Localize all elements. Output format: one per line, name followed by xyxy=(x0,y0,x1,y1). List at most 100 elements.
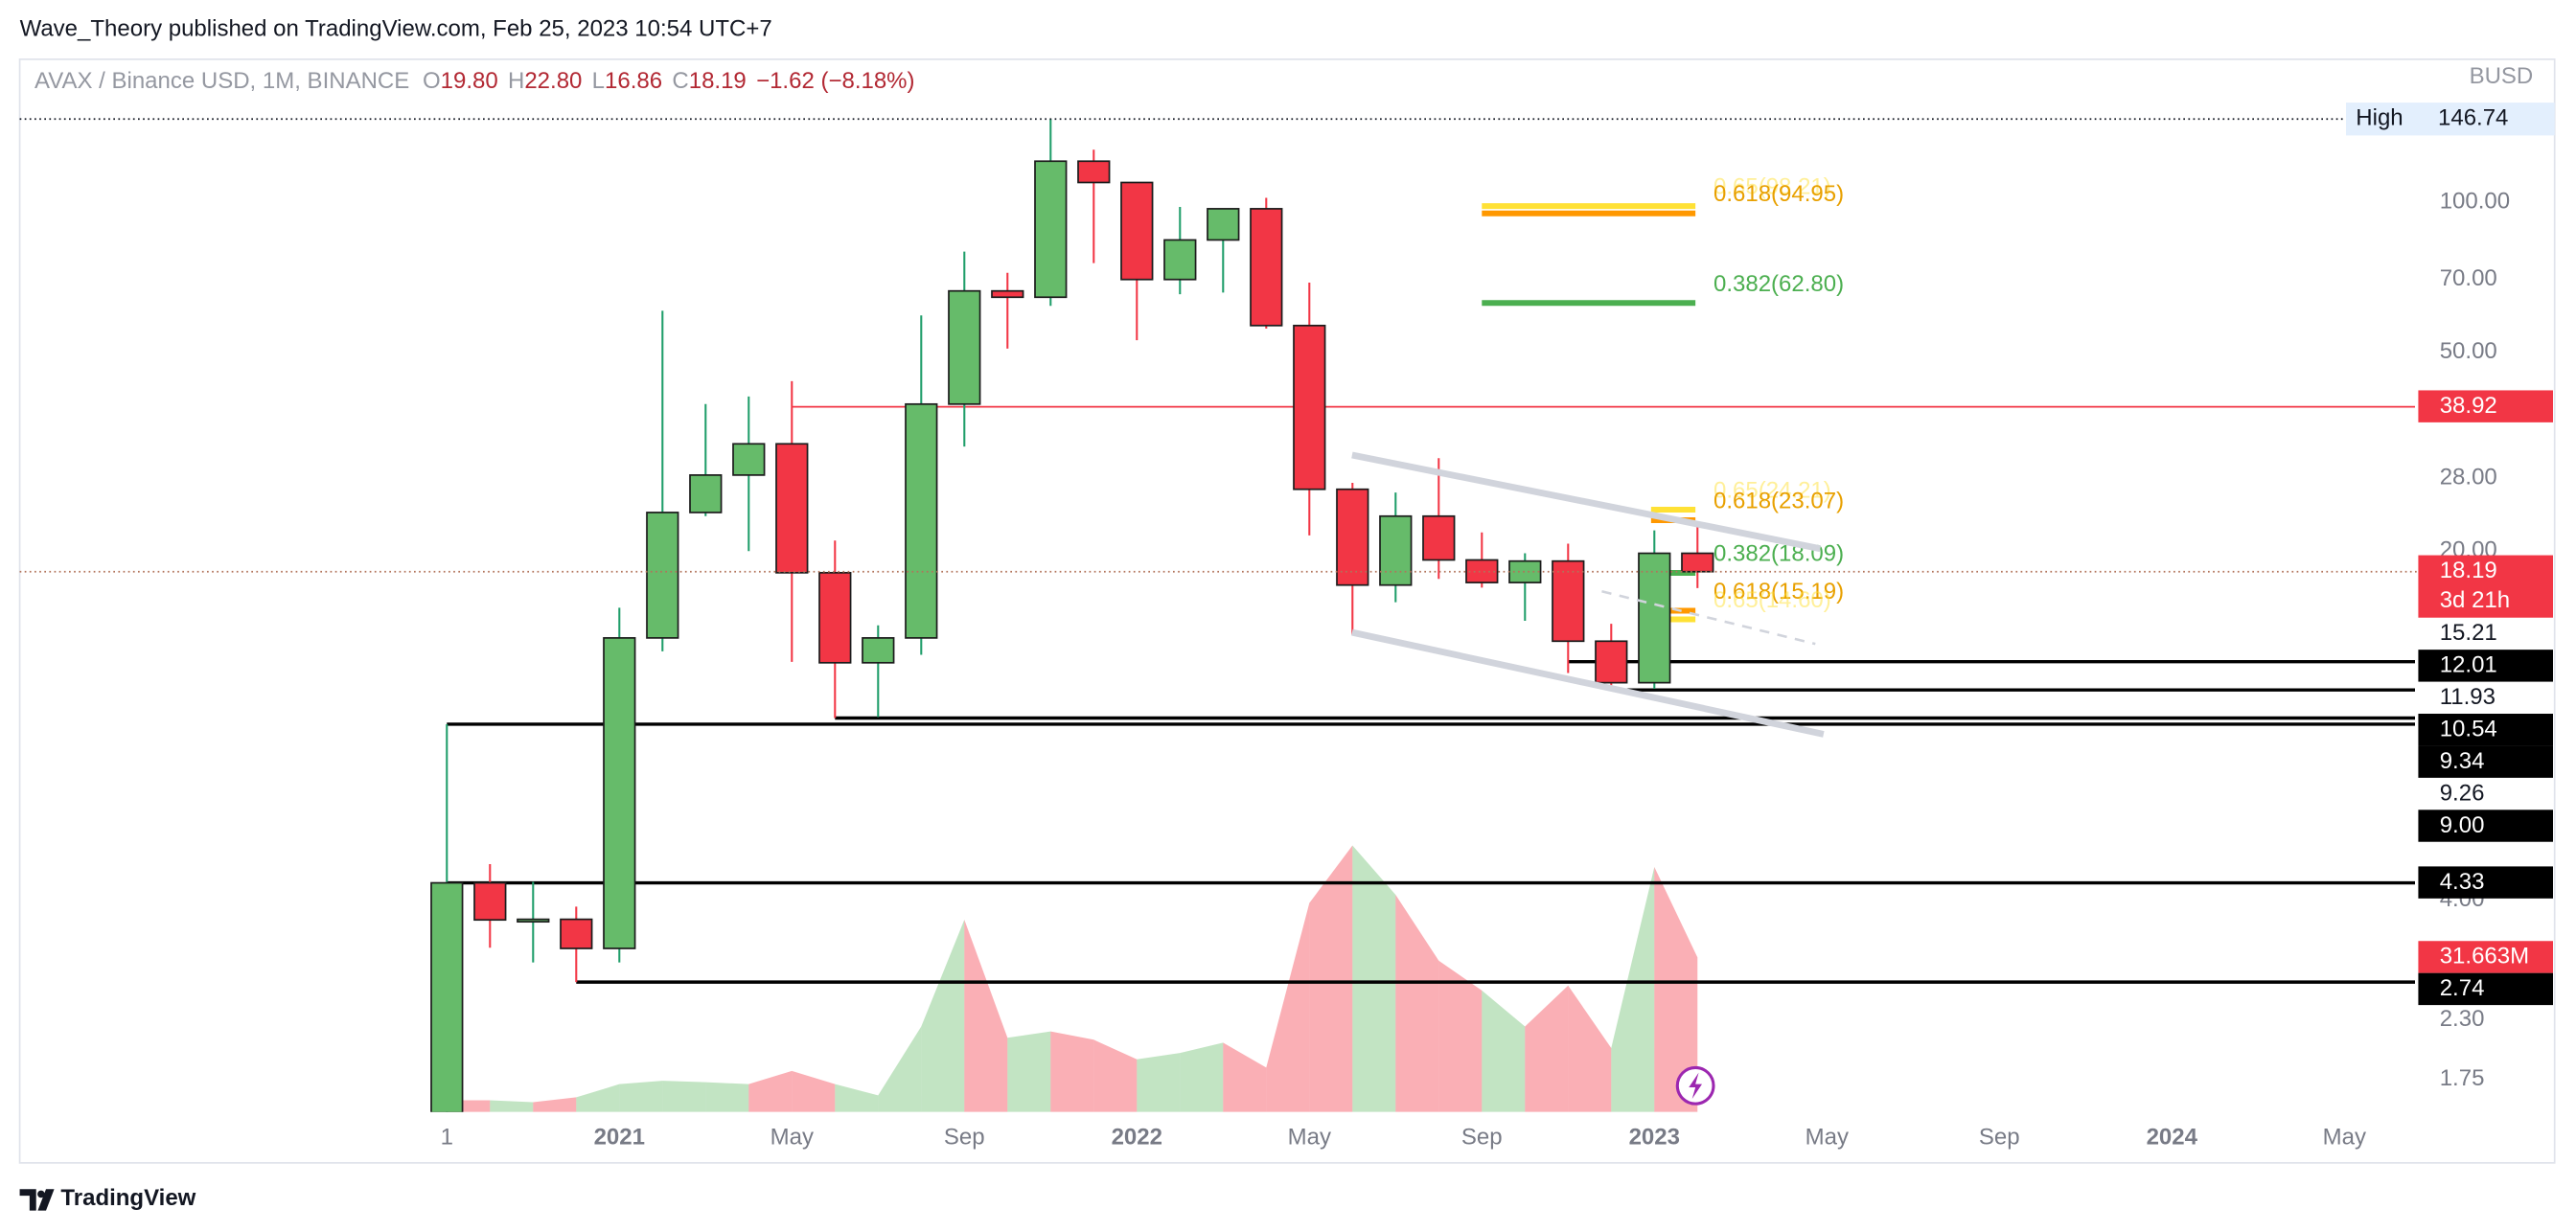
logo-v xyxy=(37,1189,55,1211)
symbol-legend: AVAX / Binance USD, 1M, BINANCE O19.80 H22… xyxy=(34,68,915,94)
candle-body xyxy=(1207,208,1240,241)
y-tick-label: 70.00 xyxy=(2440,265,2497,291)
fib-label: 0.382(18.09) xyxy=(1714,540,1844,566)
volume-area xyxy=(662,1081,706,1112)
candle-body xyxy=(1336,488,1369,586)
flash-bolt[interactable] xyxy=(1689,1072,1702,1099)
high-value: 146.74 xyxy=(2438,105,2508,131)
candle-body xyxy=(603,637,636,949)
price-level-label: 2.74 xyxy=(2440,975,2485,1001)
x-tick-label: Sep xyxy=(1979,1124,2020,1150)
channel-lower xyxy=(1351,628,1825,738)
price-level-label: 11.93 xyxy=(2440,684,2496,710)
volume-area xyxy=(1180,1042,1224,1112)
candle-body xyxy=(991,289,1024,299)
ohlc-key: O xyxy=(423,68,441,94)
candle-body xyxy=(905,402,938,639)
candle-body xyxy=(473,881,507,922)
plot-area: 0.65(98.21)0.618(94.95) 0.382(62.80) 0.65(… xyxy=(430,119,2415,1112)
y-tick-label: 28.00 xyxy=(2440,464,2497,490)
volume-area xyxy=(533,1097,577,1112)
fib-label: 0.382(62.80) xyxy=(1714,271,1844,297)
ohlc-value: 22.80 xyxy=(524,68,582,94)
price-level-label: 4.33 xyxy=(2440,869,2485,895)
volume-area xyxy=(1568,985,1612,1112)
price-level-label: 12.01 xyxy=(2440,652,2497,678)
volume-area xyxy=(1093,1039,1138,1112)
volume-area xyxy=(878,1026,922,1112)
published-line: Wave_Theory published on TradingView.com… xyxy=(20,15,772,41)
candle-body xyxy=(1163,239,1197,281)
fib-label: 0.618(94.95) xyxy=(1714,181,1844,207)
price-level-label: 38.92 xyxy=(2440,393,2497,419)
candle-body xyxy=(1638,552,1671,684)
price-level-label: 9.34 xyxy=(2440,748,2485,774)
price-level-box xyxy=(2418,745,2553,778)
volume-area xyxy=(792,1070,836,1112)
volume-area xyxy=(921,919,965,1112)
brand-name: TradingView xyxy=(60,1185,196,1211)
candle-body xyxy=(862,637,895,664)
chart-frame xyxy=(18,57,2556,1164)
x-tick-label: Sep xyxy=(944,1124,985,1150)
volume-area xyxy=(1654,866,1698,1112)
candle-body xyxy=(1465,559,1499,583)
x-tick-label: 2021 xyxy=(594,1124,645,1150)
candle-body xyxy=(1250,208,1283,327)
ohlc-key: L xyxy=(592,68,605,94)
price-level-box xyxy=(2418,866,2553,899)
candle-body xyxy=(732,443,766,476)
volume-box xyxy=(2418,941,2553,973)
x-tick-label: May xyxy=(1288,1124,1331,1150)
ohlc-value: 18.19 xyxy=(689,68,747,94)
y-tick-label: 100.00 xyxy=(2440,188,2510,214)
candle-body xyxy=(1077,160,1111,184)
candle-body xyxy=(1552,559,1585,643)
price-level-label: 15.21 xyxy=(2440,620,2497,646)
countdown-label: 3d 21h xyxy=(2440,587,2510,613)
y-tick-label: 50.00 xyxy=(2440,338,2497,364)
candle-body xyxy=(517,918,550,924)
logo-dot xyxy=(37,1190,45,1198)
fib-label: 0.65(24.21) xyxy=(1714,478,1831,504)
price-level-label: 9.00 xyxy=(2440,812,2485,838)
high-label: High xyxy=(2356,105,2403,131)
price-level-box xyxy=(2418,650,2553,682)
candle-body xyxy=(430,881,464,1112)
volume-area xyxy=(1137,1053,1181,1112)
channel-upper xyxy=(1351,451,1822,553)
candle-body xyxy=(818,571,852,664)
volume-area xyxy=(1309,845,1353,1112)
candle-body xyxy=(1422,514,1456,561)
x-tick-label: May xyxy=(1806,1124,1849,1150)
x-tick-label: Sep xyxy=(1461,1124,1503,1150)
candle-body xyxy=(1681,552,1714,573)
volume-area xyxy=(748,1070,793,1112)
channel-mid xyxy=(1601,590,1816,646)
symbol: AVAX / Binance USD, 1M, BINANCE xyxy=(34,68,409,94)
candle-body xyxy=(560,918,593,949)
volume-area xyxy=(619,1081,663,1112)
candle-body xyxy=(1034,160,1068,299)
candle-body xyxy=(689,474,723,513)
fib-label: 0.618(23.07) xyxy=(1714,488,1844,513)
volume-area xyxy=(576,1084,620,1112)
last-price-label: 18.19 xyxy=(2440,558,2497,583)
volume-label: 31.663M xyxy=(2440,944,2529,970)
ohlc-value: 16.86 xyxy=(605,68,662,94)
flash-icon[interactable] xyxy=(1675,1065,1715,1106)
volume-area xyxy=(490,1100,534,1112)
fib-label: 0.65(98.21) xyxy=(1714,174,1831,200)
channel xyxy=(1351,451,1825,738)
brand-logo xyxy=(19,1189,55,1211)
volume-area xyxy=(1438,960,1483,1112)
volume-area xyxy=(1007,1031,1051,1112)
x-tick-label: May xyxy=(2323,1124,2366,1150)
x-tick-label: 2024 xyxy=(2147,1124,2198,1150)
volume-area xyxy=(705,1082,749,1112)
candle-body xyxy=(1379,514,1413,586)
candle-body xyxy=(1293,324,1326,491)
candle-body xyxy=(1595,640,1628,684)
